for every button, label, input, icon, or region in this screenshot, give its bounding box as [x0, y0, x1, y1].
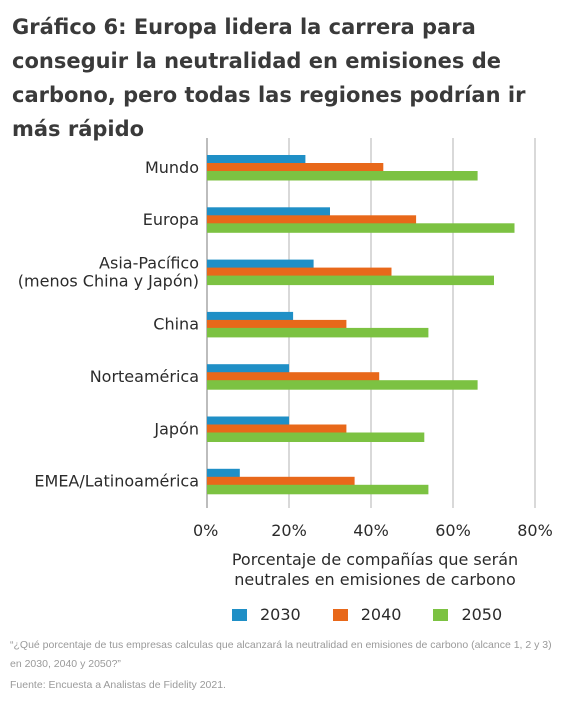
x-tick-label-4: 80%	[517, 521, 553, 540]
legend-item-2050: 2050	[433, 605, 502, 624]
category-label-2-line-1: (menos China y Japón)	[18, 271, 199, 290]
legend-item-2040: 2040	[332, 605, 402, 624]
bar-2030-2	[207, 259, 314, 270]
x-tick-label-2: 40%	[353, 521, 389, 540]
legend-swatch-2030	[232, 608, 247, 621]
bar-2040-4	[207, 372, 380, 382]
footnote-question: “¿Qué porcentaje de tus empresas calcula…	[10, 639, 552, 670]
category-label-0: Mundo	[145, 158, 199, 177]
category-label-5: Japón	[153, 419, 199, 438]
bar-2050-2	[207, 275, 494, 286]
legend-swatch-2050	[433, 608, 449, 621]
category-label-3: China	[153, 315, 199, 334]
bar-2030-1	[207, 207, 330, 217]
bar-chart: Mundo Europa Asia-Pacífico(menos China y J…	[18, 138, 553, 540]
category-label-6: EMEA/Latinoamérica	[34, 472, 199, 491]
bar-2030-5	[207, 416, 289, 426]
bar-2040-5	[207, 424, 347, 434]
bar-2040-3	[207, 319, 347, 330]
x-tick-label-3: 60%	[435, 521, 471, 540]
bar-2050-4	[207, 380, 478, 390]
chart-title: Gráfico 6: Europa lidera la carrera para…	[12, 15, 526, 141]
bar-2040-0	[207, 163, 384, 173]
legend-label-2040: 2040	[360, 605, 402, 624]
category-label-1: Europa	[143, 210, 199, 229]
legend-swatch-2040	[332, 608, 348, 621]
x-tick-label-0: 0%	[193, 521, 218, 540]
bar-2030-0	[207, 155, 306, 165]
category-label-2-line-0: Asia-Pacífico	[99, 253, 199, 272]
footnote-source: Fuente: Encuesta a Analistas de Fidelity…	[10, 679, 226, 691]
bar-2040-1	[207, 215, 417, 225]
legend-label-2050: 2050	[461, 605, 503, 624]
legend-item-2030: 2030	[232, 605, 301, 624]
x-axis-label: Porcentaje de compañías que serán neutra…	[231, 550, 519, 589]
bar-2050-0	[207, 171, 478, 181]
bar-2050-6	[207, 484, 429, 495]
bar-2050-3	[207, 327, 429, 338]
bar-2030-3	[207, 311, 294, 322]
x-tick-label-1: 20%	[271, 521, 307, 540]
legend-label-2030: 2030	[260, 605, 301, 624]
bar-2050-1	[207, 223, 515, 233]
bar-2050-5	[207, 432, 425, 442]
bar-2030-4	[207, 364, 289, 374]
bar-2030-6	[207, 468, 240, 479]
bar-2040-6	[207, 476, 355, 487]
legend: 2030 2040 2050	[232, 605, 534, 624]
category-label-4: Norteamérica	[90, 367, 199, 386]
bar-2040-2	[207, 267, 392, 278]
